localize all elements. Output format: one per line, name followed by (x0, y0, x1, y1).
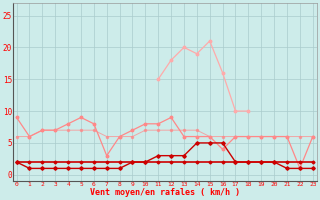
X-axis label: Vent moyen/en rafales ( km/h ): Vent moyen/en rafales ( km/h ) (90, 188, 240, 197)
